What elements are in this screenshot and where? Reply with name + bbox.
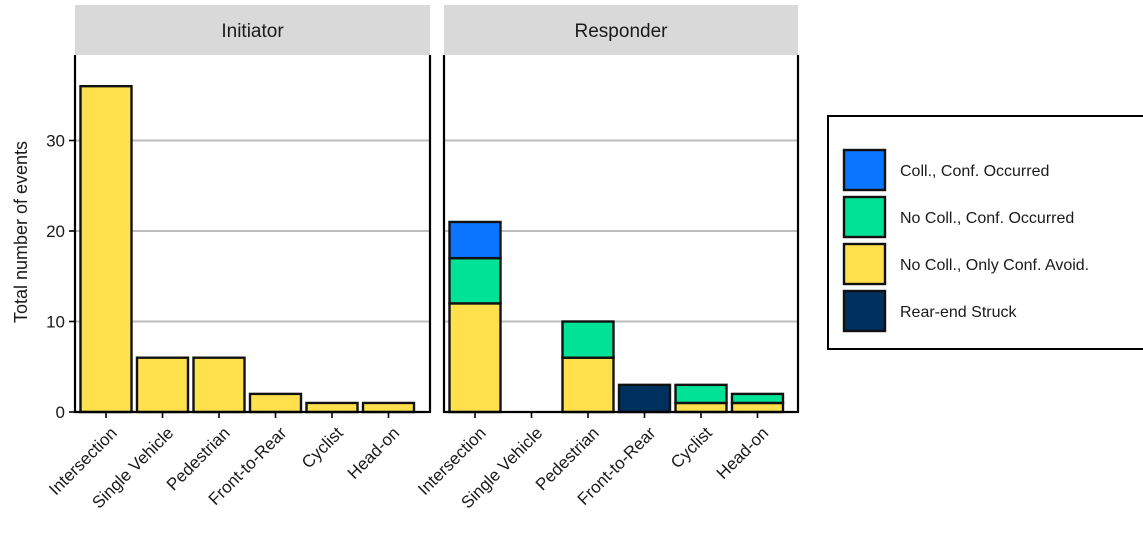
- legend-key-rearend: [842, 289, 887, 333]
- initiator-facet-title: Initiator: [221, 21, 284, 42]
- bar-initiator-head-on-nocoll_avoid: [361, 401, 416, 414]
- bar-responder-front-to-rear-rearend: [617, 383, 672, 414]
- bar-responder-head-on-nocoll_avoid: [730, 401, 785, 414]
- bar-responder-pedestrian-nocoll_conf: [561, 320, 615, 359]
- legend-label-rearend: Rear-end Struck: [900, 304, 1017, 321]
- bar-responder-intersection-nocoll_conf: [448, 256, 502, 305]
- y-tick-label-20: 20: [46, 222, 65, 241]
- bar-responder-intersection-nocoll_avoid: [448, 302, 502, 414]
- bar-initiator-intersection-nocoll_avoid: [79, 84, 133, 414]
- legend-label-coll: Coll., Conf. Occurred: [900, 163, 1049, 180]
- initiator-panel-border: [73, 55, 432, 414]
- y-tick-label-10: 10: [46, 313, 65, 332]
- bar-initiator-single-vehicle-nocoll_avoid: [135, 356, 190, 414]
- initiator-facet-strip: [75, 5, 430, 55]
- legend-label-nocoll_conf: No Coll., Conf. Occurred: [900, 210, 1074, 227]
- responder-panel-border: [442, 55, 800, 414]
- legend-key-coll: [842, 148, 887, 192]
- bar-initiator-cyclist-nocoll_avoid: [305, 401, 359, 414]
- bar-responder-pedestrian-nocoll_avoid: [561, 356, 615, 414]
- legend: Coll., Conf. Occurred No Coll., Conf. Occ…: [827, 115, 1143, 350]
- responder-x-tick-label-cyclist: Cyclist: [667, 423, 716, 472]
- responder-facet-title: Responder: [575, 21, 669, 42]
- frame-layer: Initiator Responder: [73, 5, 800, 414]
- bar-initiator-pedestrian-nocoll_avoid: [192, 356, 246, 414]
- legend-key-nocoll_avoid: [842, 242, 887, 286]
- legend-label-nocoll_avoid: No Coll., Only Conf. Avoid.: [900, 257, 1089, 274]
- initiator-x-tick-label-cyclist: Cyclist: [298, 423, 347, 472]
- y-axis-title: Total number of events: [11, 141, 31, 323]
- bar-responder-cyclist-nocoll_avoid: [674, 401, 728, 414]
- bar-responder-cyclist-nocoll_conf: [674, 383, 728, 405]
- y-tick-label-30: 30: [46, 132, 65, 151]
- responder-facet-strip: [444, 5, 798, 55]
- bar-responder-head-on-nocoll_conf: [730, 392, 785, 405]
- bar-initiator-front-to-rear-nocoll_avoid: [248, 392, 303, 414]
- y-tick-label-0: 0: [56, 403, 65, 422]
- responder-x-tick-label-head-on: Head-on: [713, 423, 773, 483]
- bar-layer: [79, 84, 785, 414]
- initiator-x-tick-label-head-on: Head-on: [344, 423, 404, 483]
- legend-key-nocoll_conf: [842, 195, 887, 239]
- bar-responder-intersection-coll: [448, 220, 502, 260]
